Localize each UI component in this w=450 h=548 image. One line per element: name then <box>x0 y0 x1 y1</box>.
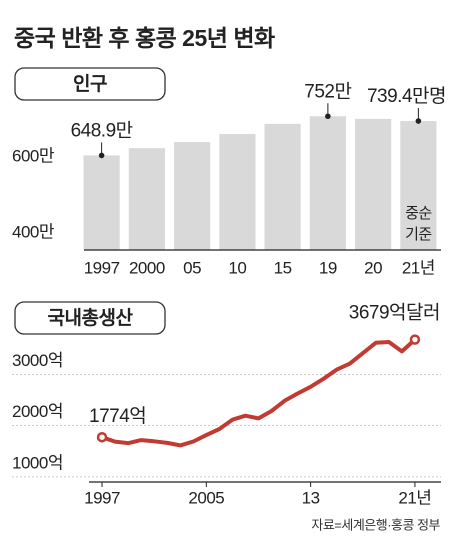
x-tick-label: 13 <box>302 488 320 507</box>
section-box <box>14 301 166 335</box>
bar <box>128 148 165 250</box>
x-tick-label: 1997 <box>84 488 120 507</box>
page-title: 중국 반환 후 홍콩 25년 변화 <box>14 25 275 51</box>
y-tick-label: 1000억 <box>12 453 63 472</box>
value-label: 648.9만 <box>71 119 133 141</box>
x-tick-label: 20 <box>364 258 382 277</box>
x-tick-label: 05 <box>183 258 201 277</box>
x-tick-label: 15 <box>274 258 292 277</box>
x-tick-label: 10 <box>228 258 246 277</box>
y-tick-label: 400만 <box>12 222 55 241</box>
bar <box>219 134 256 250</box>
note: 중순 <box>405 205 432 222</box>
y-tick-label: 2000억 <box>12 402 63 421</box>
label-dot <box>415 118 422 124</box>
value-label: 1774억 <box>89 405 146 427</box>
section-title: 인구 <box>73 73 107 95</box>
x-tick-label: 19 <box>319 258 337 277</box>
bar <box>355 118 392 251</box>
bar <box>400 121 437 250</box>
note: 기준 <box>405 226 432 243</box>
x-tick-label: 21년 <box>402 258 435 277</box>
end-point <box>409 334 421 345</box>
bar <box>83 155 120 250</box>
source: 자료=세계은행·홍콩 정부 <box>311 517 440 532</box>
x-tick-label: 2000 <box>129 258 165 277</box>
bar <box>264 123 301 250</box>
label-dot <box>98 152 105 159</box>
x-tick-label: 2005 <box>188 488 224 507</box>
value-label: 752만 <box>304 80 351 102</box>
x-tick-label: 21년 <box>398 488 431 507</box>
value-label: 739.4만명 <box>367 85 446 107</box>
section-box <box>14 67 166 101</box>
line <box>101 338 417 448</box>
y-tick-label: 600만 <box>12 146 55 165</box>
x-tick-label: 1997 <box>84 258 120 277</box>
bar <box>174 142 211 250</box>
label-dot <box>325 113 331 120</box>
value-label: 3679억달러 <box>349 302 440 324</box>
section-title: 국내총생산 <box>48 307 134 329</box>
bar <box>309 116 346 251</box>
end-point <box>96 431 108 443</box>
y-tick-label: 3000억 <box>12 351 63 370</box>
